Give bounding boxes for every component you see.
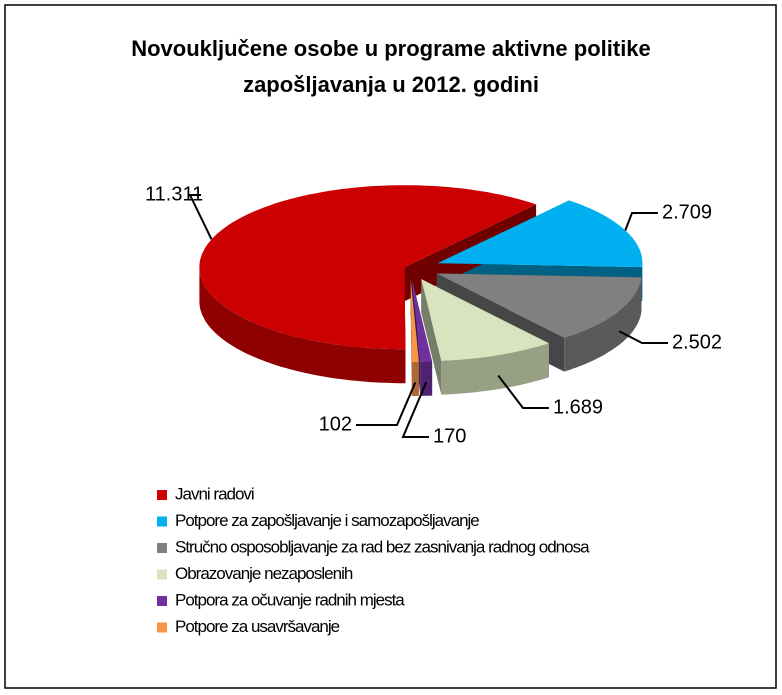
legend-swatch xyxy=(157,622,167,633)
slice xyxy=(421,279,549,361)
leader-line xyxy=(618,330,668,344)
data-label: 170 xyxy=(433,425,466,447)
leader-line xyxy=(356,381,417,426)
slice-outer-wall xyxy=(441,343,549,395)
chart-title: zapošljavanja u 2012. godini xyxy=(243,72,539,97)
slice xyxy=(436,273,642,338)
legend-label: Stručno osposobljavanje za rad bez zasni… xyxy=(175,537,590,556)
slice-cut-wall xyxy=(410,280,412,396)
chart-title: Novouključene osobe u programe aktivne p… xyxy=(131,36,651,61)
slice-outer-wall xyxy=(411,361,419,396)
leader-line xyxy=(188,194,213,240)
legend-label: Obrazovanje nezaposlenih xyxy=(175,564,353,583)
leader-line xyxy=(624,212,658,231)
slice xyxy=(437,200,643,268)
legend-swatch xyxy=(157,543,167,553)
data-label: 1.689 xyxy=(553,396,603,418)
legend-label: Javni radovi xyxy=(175,484,254,503)
legend-swatch xyxy=(157,569,167,580)
data-label: 2.709 xyxy=(662,201,712,223)
legend-swatch xyxy=(157,490,167,500)
data-label: 2.502 xyxy=(672,331,722,353)
slice-cut-wall xyxy=(421,279,442,395)
legend-label: Potpore za usavršavanje xyxy=(175,617,340,636)
slice-outer-wall xyxy=(199,267,406,384)
data-label: 11.311 xyxy=(145,183,203,205)
slice-outer-wall xyxy=(564,277,642,372)
legend-label: Potpore za zapošljavanje i samozapošljav… xyxy=(175,511,479,530)
slice xyxy=(199,185,537,350)
leader-line xyxy=(401,381,429,438)
legend-label: Potpora za očuvanje radnih mjesta xyxy=(175,590,405,609)
slice xyxy=(410,280,419,362)
legend-swatch xyxy=(157,596,167,606)
data-label: 102 xyxy=(319,413,352,435)
legend-swatch xyxy=(157,516,167,527)
leader-line xyxy=(497,374,549,409)
slice xyxy=(412,280,433,362)
